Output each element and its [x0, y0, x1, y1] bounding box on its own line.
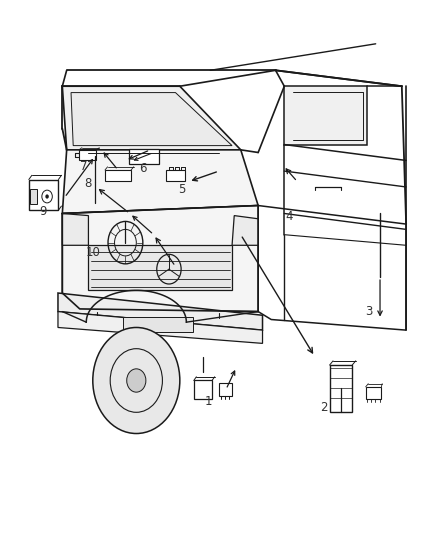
- Polygon shape: [62, 86, 241, 150]
- Bar: [329, 365, 352, 412]
- Bar: [219, 383, 233, 396]
- Text: 9: 9: [39, 205, 46, 219]
- Bar: [30, 189, 37, 205]
- Bar: [366, 387, 381, 399]
- Polygon shape: [88, 245, 232, 290]
- Text: 1: 1: [205, 395, 212, 408]
- Text: 5: 5: [178, 183, 186, 196]
- Polygon shape: [284, 86, 367, 144]
- Text: 3: 3: [365, 305, 373, 318]
- Polygon shape: [232, 216, 258, 245]
- Bar: [105, 170, 131, 181]
- Polygon shape: [58, 293, 262, 330]
- Text: 10: 10: [85, 246, 100, 259]
- Text: 6: 6: [139, 162, 147, 175]
- Polygon shape: [71, 93, 232, 146]
- Circle shape: [127, 369, 146, 392]
- Text: 2: 2: [320, 400, 327, 414]
- Text: 8: 8: [85, 177, 92, 190]
- Bar: [129, 149, 159, 164]
- Text: 7: 7: [80, 160, 88, 173]
- Circle shape: [46, 195, 49, 199]
- Polygon shape: [62, 206, 258, 312]
- Bar: [166, 170, 185, 181]
- Bar: [123, 317, 193, 332]
- Bar: [79, 150, 96, 160]
- Text: 4: 4: [285, 209, 293, 223]
- Polygon shape: [62, 214, 88, 245]
- Bar: [194, 381, 212, 399]
- Polygon shape: [58, 312, 262, 343]
- Bar: [29, 180, 58, 211]
- Circle shape: [93, 327, 180, 433]
- Polygon shape: [62, 150, 258, 214]
